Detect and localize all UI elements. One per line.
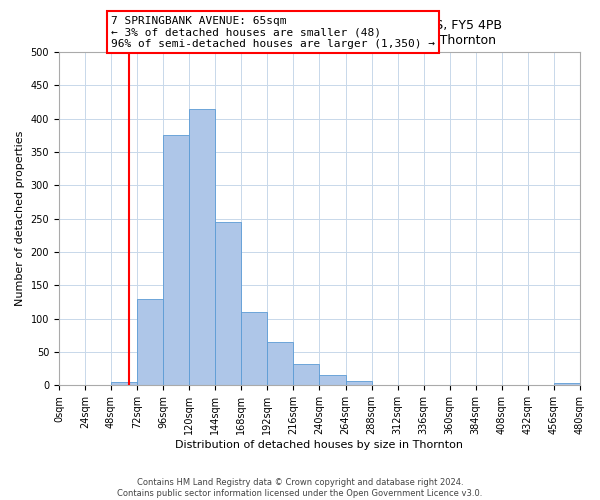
Bar	[268, 342, 293, 386]
X-axis label: Distribution of detached houses by size in Thornton: Distribution of detached houses by size …	[175, 440, 463, 450]
Bar	[554, 384, 580, 386]
Text: Contains HM Land Registry data © Crown copyright and database right 2024.
Contai: Contains HM Land Registry data © Crown c…	[118, 478, 482, 498]
Bar	[163, 136, 189, 386]
Bar	[137, 299, 163, 386]
Title: 7, SPRINGBANK AVENUE, THORNTON-CLEVELEYS, FY5 4PB
Size of property relative to d: 7, SPRINGBANK AVENUE, THORNTON-CLEVELEYS…	[136, 18, 502, 46]
Bar	[111, 382, 137, 386]
Bar	[346, 382, 371, 386]
Bar	[189, 108, 215, 386]
Bar	[215, 222, 241, 386]
Bar	[319, 375, 346, 386]
Bar	[293, 364, 319, 386]
Y-axis label: Number of detached properties: Number of detached properties	[15, 131, 25, 306]
Bar	[241, 312, 268, 386]
Text: 7 SPRINGBANK AVENUE: 65sqm
← 3% of detached houses are smaller (48)
96% of semi-: 7 SPRINGBANK AVENUE: 65sqm ← 3% of detac…	[111, 16, 435, 48]
